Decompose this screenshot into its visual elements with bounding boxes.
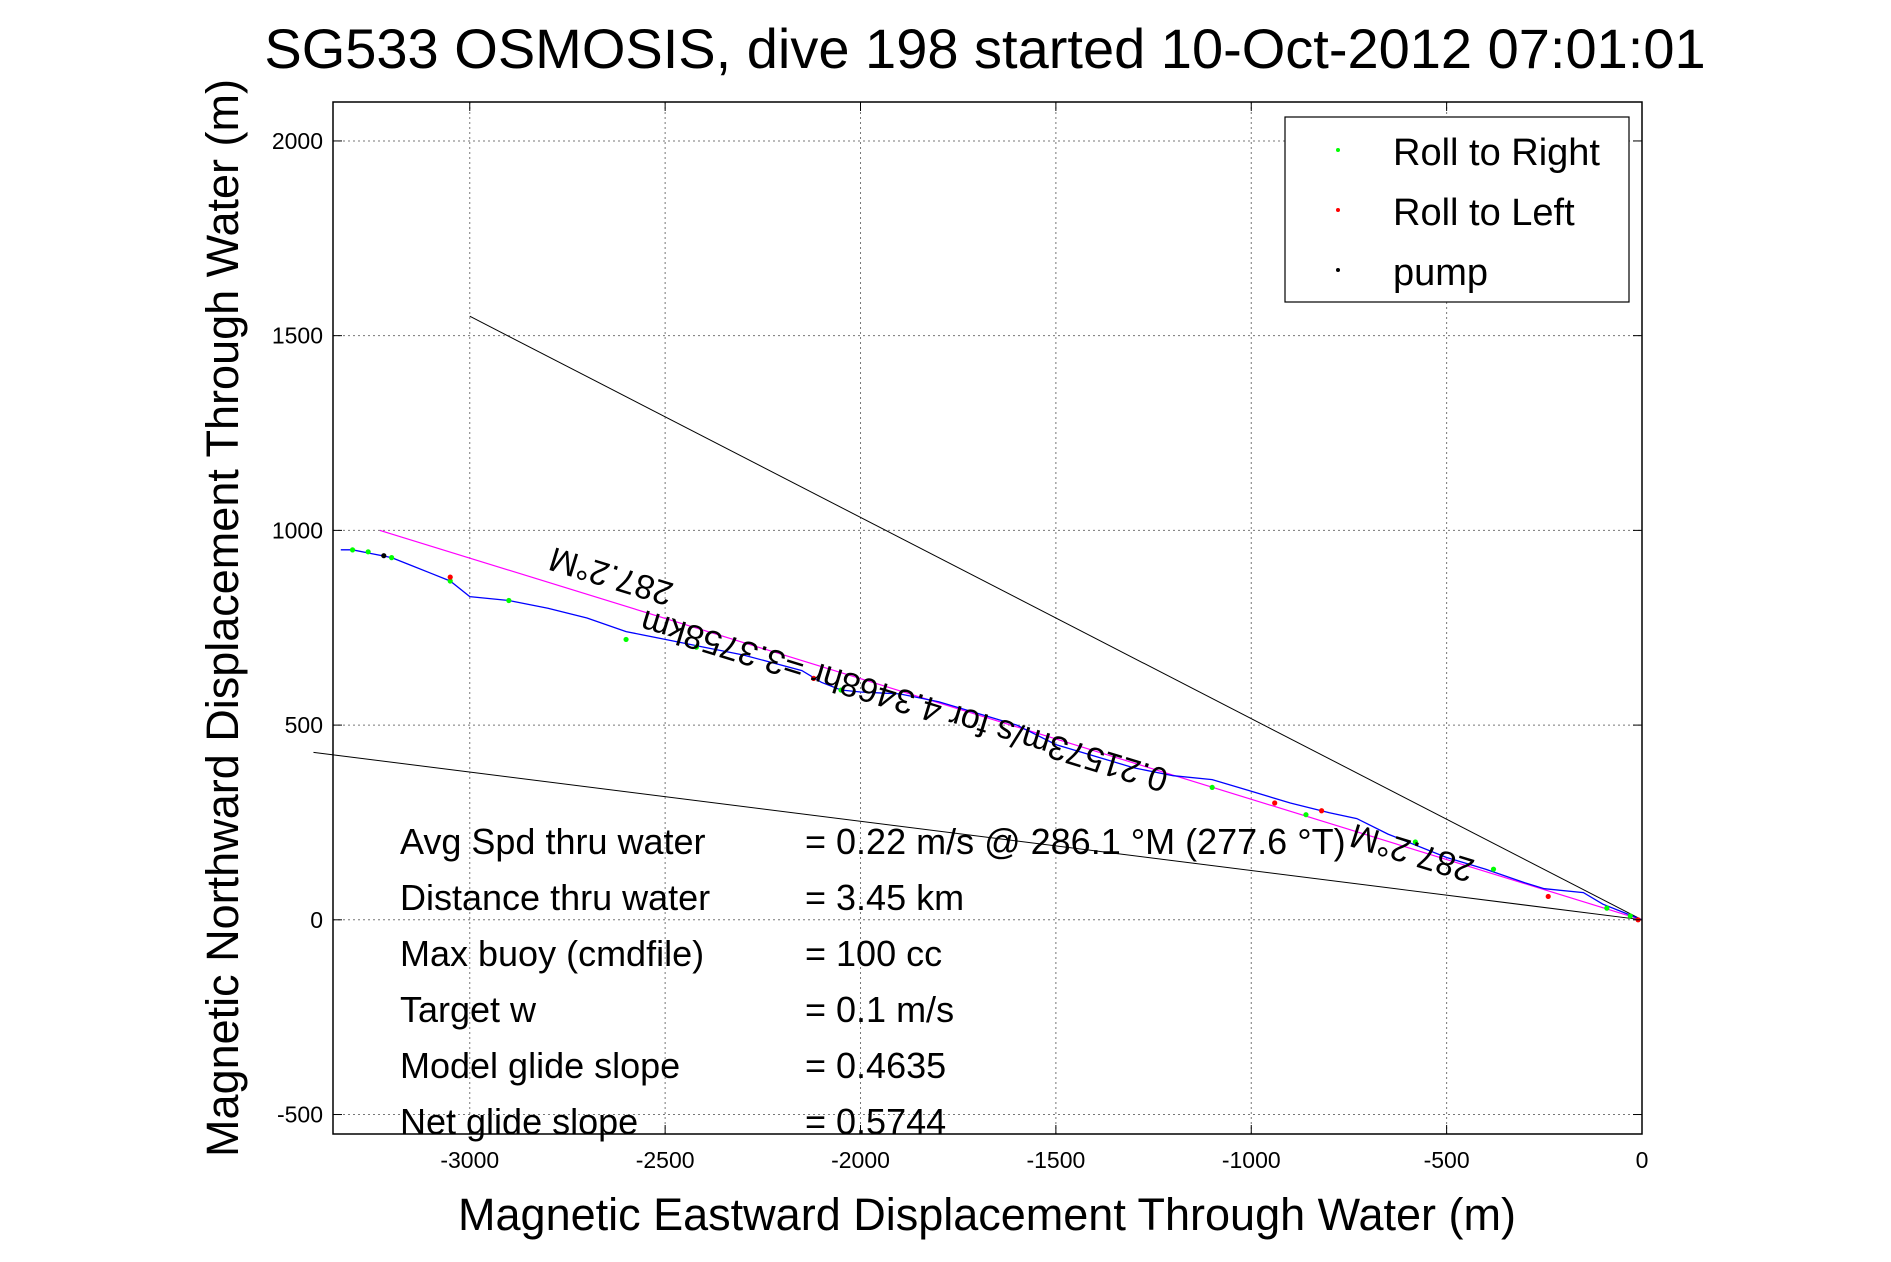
x-tick-label: -2000 — [831, 1147, 890, 1173]
y-axis-ticks: -500 0 500 1000 1500 2000 — [272, 128, 1642, 1128]
stats-block: Avg Spd thru water = 0.22 m/s @ 286.1 °M … — [400, 821, 1346, 1142]
roll-right-point — [1209, 784, 1215, 791]
legend-entries: Roll to Right Roll to Left pump — [1336, 132, 1600, 294]
legend-marker — [1336, 268, 1340, 272]
roll-left-point — [447, 574, 453, 580]
y-tick-label: 1000 — [272, 517, 323, 543]
x-axis-label: Magnetic Eastward Displacement Through W… — [458, 1189, 1516, 1240]
stat-value: = 0.5744 — [805, 1101, 946, 1142]
x-tick-label: 0 — [1636, 1147, 1649, 1173]
roll-right-point — [1303, 812, 1309, 818]
legend: Roll to Right Roll to Left pump — [1284, 116, 1630, 303]
x-tick-label: -500 — [1424, 1147, 1470, 1173]
plot-border — [332, 101, 1643, 1135]
y-tick-label: 2000 — [272, 128, 323, 154]
x-tick-label: -2500 — [636, 1147, 695, 1173]
roll-right-point — [349, 547, 356, 553]
track-line — [340, 549, 1643, 921]
y-tick-label: -500 — [277, 1102, 323, 1128]
stat-value: = 3.45 km — [805, 877, 964, 918]
y-axis-label: Magnetic Northward Displacement Through … — [197, 79, 248, 1157]
legend-label: pump — [1393, 252, 1488, 294]
y-tick-label: 1500 — [272, 323, 323, 349]
roll-right-point — [1604, 905, 1610, 911]
legend-label: Roll to Left — [1393, 192, 1575, 234]
bounding-line — [313, 751, 1643, 921]
roll-right-point — [447, 578, 453, 584]
y-tick-label: 500 — [285, 712, 323, 738]
roll-right-point — [1490, 866, 1497, 872]
series-layer — [340, 547, 1643, 923]
y-tick-label: 0 — [310, 907, 323, 933]
stat-value: = 0.22 m/s @ 286.1 °M (277.6 °T) — [805, 821, 1346, 862]
x-axis-ticks: -3000 -2500 -2000 -1500 -1000 -500 0 — [440, 102, 1648, 1173]
stat-label: Avg Spd thru water — [400, 821, 706, 862]
legend-label: Roll to Right — [1393, 132, 1600, 174]
roll-right-point — [693, 644, 699, 650]
legend-marker — [1336, 148, 1340, 152]
roll-right-point — [1412, 839, 1418, 845]
stat-label: Target w — [400, 989, 537, 1030]
legend-box — [1284, 116, 1630, 303]
roll-left-point — [1272, 800, 1278, 806]
roll-right-point — [623, 636, 629, 643]
stat-label: Model glide slope — [400, 1045, 680, 1086]
roll-left-point — [1318, 808, 1325, 814]
roll-left-point — [1545, 893, 1551, 900]
pump-point — [381, 553, 387, 559]
x-tick-label: -1500 — [1026, 1147, 1085, 1173]
stat-value: = 0.1 m/s — [805, 989, 954, 1030]
roll-right-point — [389, 555, 395, 561]
mean-heading-line — [379, 529, 1643, 921]
bounding-line — [469, 315, 1643, 921]
roll-right-point — [365, 549, 371, 555]
legend-marker — [1336, 208, 1340, 212]
reference-lines — [313, 315, 1643, 921]
stat-value: = 100 cc — [805, 933, 942, 974]
roll-right-point — [1627, 913, 1633, 919]
roll-right-point — [838, 687, 844, 693]
stat-label: Net glide slope — [400, 1101, 638, 1142]
stat-label: Distance thru water — [400, 877, 710, 918]
chart-title: SG533 OSMOSIS, dive 198 started 10-Oct-2… — [264, 17, 1705, 80]
stat-label: Max buoy (cmdfile) — [400, 933, 704, 974]
roll-left-point — [811, 675, 817, 681]
stat-value: = 0.4635 — [805, 1045, 946, 1086]
x-tick-label: -1000 — [1222, 1147, 1281, 1173]
roll-right-point — [506, 597, 512, 604]
x-tick-label: -3000 — [440, 1147, 499, 1173]
